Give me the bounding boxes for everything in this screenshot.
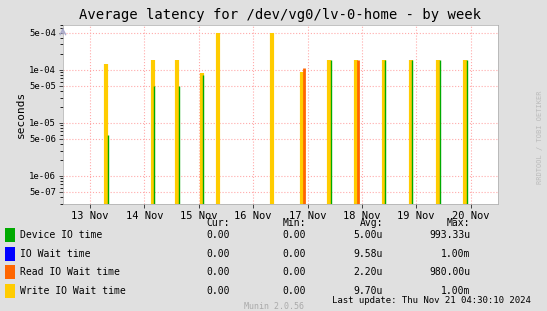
Text: Max:: Max: — [447, 218, 470, 228]
Text: Avg:: Avg: — [359, 218, 383, 228]
Text: 0.00: 0.00 — [283, 230, 306, 240]
Text: 9.58u: 9.58u — [353, 249, 383, 259]
Text: Read IO Wait time: Read IO Wait time — [20, 267, 120, 277]
Text: 0.00: 0.00 — [206, 230, 230, 240]
Text: 0.00: 0.00 — [206, 286, 230, 296]
Text: Min:: Min: — [283, 218, 306, 228]
Text: 1.00m: 1.00m — [441, 249, 470, 259]
Text: 9.70u: 9.70u — [353, 286, 383, 296]
Text: 0.00: 0.00 — [206, 267, 230, 277]
Text: Cur:: Cur: — [206, 218, 230, 228]
Text: 0.00: 0.00 — [283, 267, 306, 277]
Text: RRDTOOL / TOBI OETIKER: RRDTOOL / TOBI OETIKER — [537, 90, 543, 183]
Text: 0.00: 0.00 — [283, 249, 306, 259]
Text: 2.20u: 2.20u — [353, 267, 383, 277]
Text: 993.33u: 993.33u — [429, 230, 470, 240]
Text: 0.00: 0.00 — [206, 249, 230, 259]
Text: Write IO Wait time: Write IO Wait time — [20, 286, 125, 296]
Text: 5.00u: 5.00u — [353, 230, 383, 240]
Text: Last update: Thu Nov 21 04:30:10 2024: Last update: Thu Nov 21 04:30:10 2024 — [331, 296, 531, 305]
Text: IO Wait time: IO Wait time — [20, 249, 90, 259]
Text: 0.00: 0.00 — [283, 286, 306, 296]
Text: Device IO time: Device IO time — [20, 230, 102, 240]
Text: 980.00u: 980.00u — [429, 267, 470, 277]
Title: Average latency for /dev/vg0/lv-0-home - by week: Average latency for /dev/vg0/lv-0-home -… — [79, 8, 481, 22]
Text: 1.00m: 1.00m — [441, 286, 470, 296]
Text: Munin 2.0.56: Munin 2.0.56 — [243, 302, 304, 311]
Y-axis label: seconds: seconds — [16, 91, 26, 138]
